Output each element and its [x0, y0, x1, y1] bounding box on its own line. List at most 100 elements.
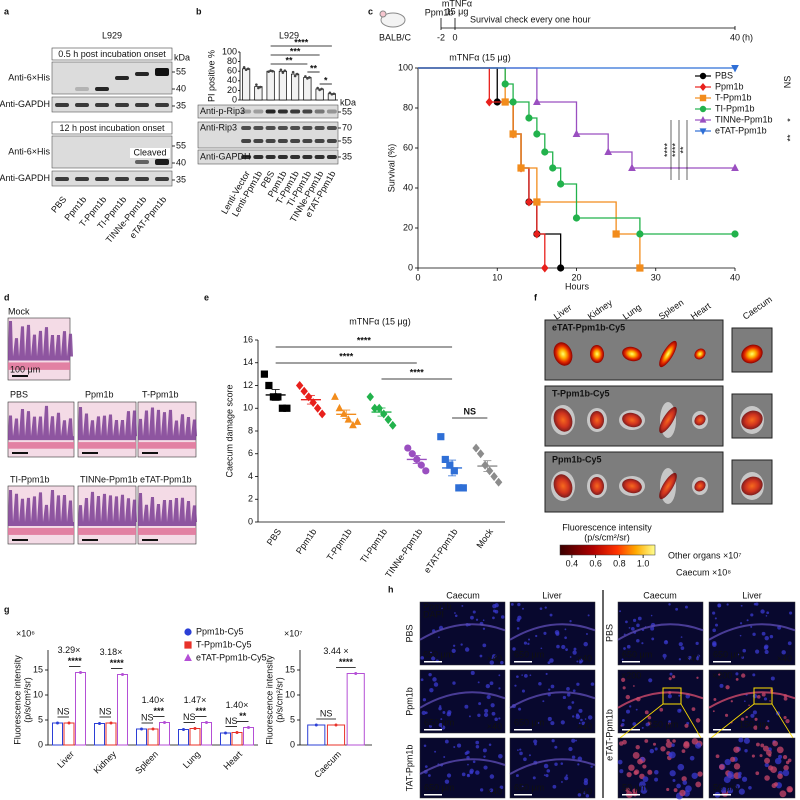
nucleus: [752, 673, 756, 677]
scale-label: 100 μm: [10, 364, 40, 374]
stain-label: Ppm1b: [423, 601, 452, 611]
nucleus: [446, 773, 452, 778]
x-tick-label: Mock: [474, 526, 495, 550]
nucleus: [632, 751, 640, 759]
bar: [266, 70, 275, 101]
nucleus: [748, 704, 750, 707]
scale-bar: [514, 729, 532, 731]
nucleus: [479, 654, 483, 658]
nucleus: [764, 775, 770, 781]
blot-band: [155, 103, 169, 107]
nucleus: [637, 616, 642, 621]
nucleus: [565, 648, 568, 652]
nucleus: [554, 630, 560, 635]
row-label: Ppm1b: [404, 687, 414, 716]
scale-label: 650 μm: [713, 649, 743, 659]
y-axis-label: Survival (%): [386, 144, 396, 193]
marker: [404, 444, 412, 452]
blot-band: [135, 72, 149, 76]
bar: [307, 724, 326, 746]
histology-tissue: [8, 405, 74, 441]
y-tick-label: 0: [408, 262, 413, 272]
nucleus: [764, 762, 769, 768]
x-tick-label: Ppm1b: [294, 527, 319, 556]
tissue-edge: [419, 691, 506, 709]
organ-label: Kidney: [586, 297, 615, 321]
fold-label: 3.29×: [58, 645, 81, 655]
scale-bar: [424, 729, 442, 731]
nucleus: [672, 739, 676, 743]
nucleus: [744, 749, 748, 753]
panel-label: h: [388, 584, 394, 594]
nucleus: [538, 682, 542, 686]
magnification-label: ×40: [685, 653, 700, 663]
bar: [231, 732, 243, 746]
nucleus: [687, 655, 692, 661]
zoom-box: [753, 687, 773, 705]
nucleus: [743, 700, 746, 703]
nucleus: [740, 604, 743, 607]
bar-dot: [247, 726, 250, 729]
nucleus: [625, 620, 628, 624]
histology-label: TI-Ppm1b: [10, 474, 50, 484]
nucleus: [532, 776, 536, 780]
nucleus: [714, 617, 717, 620]
y-tick-label: 10: [243, 403, 253, 413]
significance-label: *: [785, 118, 795, 122]
nucleus: [547, 661, 551, 665]
blot-note: Cleaved: [133, 147, 166, 157]
zoom-line: [710, 703, 755, 739]
nucleus: [545, 774, 549, 778]
nucleus: [443, 756, 446, 758]
blot-band: [265, 126, 276, 130]
organ-signal: [622, 346, 642, 362]
nucleus: [543, 774, 546, 777]
survival-step: [576, 217, 641, 234]
blot-band: [55, 177, 69, 181]
nucleus: [635, 744, 640, 750]
kda-label: kDa: [340, 97, 356, 107]
nucleus: [461, 604, 464, 607]
marker: [295, 381, 304, 390]
nucleus: [641, 726, 644, 729]
nucleus: [763, 697, 768, 701]
nucleus: [619, 610, 622, 613]
column-header: Caecum: [643, 590, 677, 600]
x-tick-label: PBS: [265, 527, 284, 547]
nucleus: [665, 741, 673, 748]
nucleus: [750, 613, 754, 617]
blot-band: [241, 126, 252, 130]
data-point: [242, 66, 246, 69]
mouse-icon: [380, 12, 406, 28]
x-tick-label: Kidney: [92, 749, 119, 776]
nucleus: [759, 754, 763, 758]
nucleus: [672, 779, 676, 783]
data-point: [328, 91, 332, 95]
blot-band: [314, 139, 325, 143]
timeline-note: Survival check every one hour: [470, 14, 591, 24]
fold-label: 3.18×: [100, 647, 123, 657]
nucleus: [673, 788, 678, 793]
y-tick-label: 100: [222, 46, 237, 56]
y-tick-label: 60: [403, 142, 413, 152]
marker: [494, 477, 503, 487]
marker: [731, 65, 739, 73]
nucleus: [478, 702, 482, 706]
magnification-label: ×40: [487, 786, 502, 796]
nucleus: [678, 658, 682, 661]
nucleus: [567, 693, 571, 697]
nucleus: [741, 673, 746, 678]
bar-dot: [163, 721, 166, 724]
nucleus: [764, 757, 771, 764]
marker: [417, 461, 425, 469]
blot-band: [302, 126, 313, 130]
scale-bar: [424, 794, 442, 796]
nucleus: [754, 717, 758, 721]
scale-label: 650 μm: [424, 717, 454, 727]
nucleus: [679, 709, 682, 712]
bar: [303, 77, 312, 101]
scale-bar: [12, 452, 28, 454]
timeline-tick-label: -2: [437, 32, 445, 42]
nucleus: [482, 643, 487, 648]
blot-band: [155, 68, 169, 76]
